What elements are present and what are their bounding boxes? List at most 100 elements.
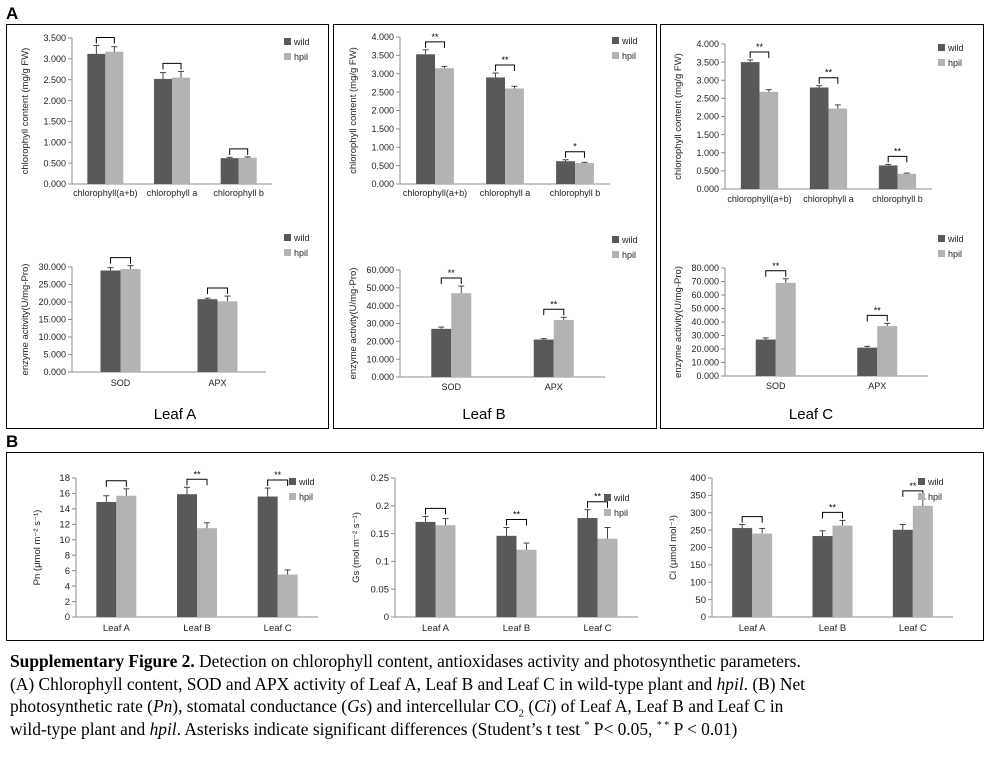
y-tick-label: 20.000 bbox=[366, 337, 394, 347]
significance-bracket bbox=[587, 501, 608, 508]
legend-swatch-hpil bbox=[938, 250, 945, 257]
bar-hpil bbox=[435, 525, 456, 617]
y-tick-label: 3.500 bbox=[696, 57, 719, 67]
y-tick-label: 50 bbox=[695, 595, 706, 606]
legend-label-hpil: hpil bbox=[928, 492, 942, 502]
x-category-label: Leaf A bbox=[103, 623, 131, 634]
y-tick-label: 60.000 bbox=[691, 290, 719, 300]
significance-bracket bbox=[105, 480, 127, 487]
y-tick-label: 14 bbox=[59, 504, 70, 515]
significance-label: ** bbox=[825, 68, 833, 78]
caption-text: photosynthetic rate ( bbox=[10, 696, 153, 716]
y-tick-label: 40.000 bbox=[691, 317, 719, 327]
y-axis-label: enzyme activity(U/mg-Pro) bbox=[673, 266, 684, 378]
bar-hpil bbox=[197, 528, 217, 617]
bar-wild bbox=[154, 78, 172, 184]
y-tick-label: 1.500 bbox=[43, 117, 66, 127]
y-tick-label: 0.25 bbox=[371, 473, 390, 484]
y-tick-label: 18 bbox=[59, 473, 70, 484]
bar-hpil bbox=[116, 495, 137, 617]
significance-label: ** bbox=[756, 42, 764, 52]
significance-label: ** bbox=[513, 509, 521, 519]
x-category-label: Leaf B bbox=[503, 623, 530, 634]
y-tick-label: 150 bbox=[690, 560, 706, 571]
y-tick-label: 10.000 bbox=[38, 332, 66, 342]
bar-wild bbox=[197, 299, 218, 372]
x-category-label: Leaf A bbox=[422, 623, 450, 634]
caption-text: . (B) Net bbox=[743, 673, 805, 694]
x-category-label: Leaf C bbox=[264, 623, 292, 634]
bar-hpil bbox=[597, 538, 618, 617]
chart-chl-leafB: 0.000 0.500 1.000 1.500 2.000 2.500 3.000 3.500… bbox=[348, 32, 638, 198]
chart-enz-leafA: 0.000 5.000 10.000 15.000 20.000 25.000 30.000… bbox=[20, 233, 310, 388]
bar-hpil bbox=[832, 525, 853, 617]
y-tick-label: 0.000 bbox=[43, 179, 66, 189]
caption-text: ) and intercellular CO bbox=[366, 696, 519, 716]
y-tick-label: 70.000 bbox=[691, 277, 719, 287]
y-tick-label: 2.500 bbox=[696, 94, 719, 104]
y-axis-label: enzyme activity(U/mg-Pro) bbox=[20, 264, 31, 376]
legend-swatch-wild bbox=[289, 478, 296, 485]
y-tick-label: 2 bbox=[65, 597, 70, 608]
significance-bracket bbox=[162, 62, 182, 70]
bar-wild bbox=[809, 87, 829, 189]
significance-label: ** bbox=[193, 469, 201, 479]
bar-hpil bbox=[828, 108, 848, 189]
significance-bracket bbox=[765, 270, 787, 277]
bar-wild bbox=[878, 165, 898, 189]
x-category-label: APX bbox=[868, 381, 886, 391]
caption-subscript: 2 bbox=[518, 707, 525, 720]
bar-wild bbox=[87, 53, 106, 185]
significance-label: ** bbox=[431, 32, 439, 42]
caption-line-3: photosynthetic rate (Pn), stomatal condu… bbox=[10, 695, 990, 720]
y-axis-label: chlorophyll content (mg/g FW) bbox=[673, 53, 684, 180]
legend-swatch-hpil bbox=[918, 493, 925, 500]
bar-hpil bbox=[897, 173, 917, 189]
legend-swatch-hpil bbox=[284, 249, 291, 256]
x-category-label: chlorophyll(a+b) bbox=[73, 188, 137, 198]
caption-superscript: * bbox=[584, 719, 590, 731]
x-category-label: chlorophyll b bbox=[213, 188, 264, 198]
bar-wild bbox=[486, 77, 505, 184]
x-category-label: SOD bbox=[766, 381, 786, 391]
y-tick-label: 0.500 bbox=[371, 161, 394, 171]
x-category-label: Leaf B bbox=[183, 623, 210, 634]
caption-superscript: * * bbox=[656, 719, 670, 731]
legend-label-wild: wild bbox=[927, 477, 944, 487]
x-category-label: Leaf A bbox=[739, 623, 767, 634]
figure-caption: Supplementary Figure 2. Detection on chl… bbox=[10, 650, 990, 740]
significance-label: ** bbox=[874, 305, 882, 315]
y-tick-label: 3.500 bbox=[43, 33, 66, 43]
y-tick-label: 0.15 bbox=[371, 529, 390, 540]
legend-label-wild: wild bbox=[298, 477, 315, 487]
bar-wild bbox=[416, 54, 435, 185]
legend-swatch-wild bbox=[612, 236, 619, 243]
x-category-label: SOD bbox=[441, 382, 461, 392]
bar-hpil bbox=[575, 163, 594, 184]
y-tick-label: 16 bbox=[59, 489, 70, 500]
legend-swatch-wild bbox=[284, 234, 291, 241]
significance-bracket bbox=[110, 257, 131, 264]
bar-wild bbox=[220, 158, 239, 184]
significance-bracket bbox=[425, 507, 446, 515]
caption-line-1: Supplementary Figure 2. Detection on chl… bbox=[10, 650, 990, 673]
x-category-label: chlorophyll b bbox=[550, 188, 601, 198]
legend-label-hpil: hpil bbox=[622, 51, 636, 61]
y-tick-label: 20.000 bbox=[691, 344, 719, 354]
significance-bracket bbox=[866, 314, 888, 322]
significance-bracket bbox=[543, 308, 565, 316]
significance-label: ** bbox=[909, 481, 917, 491]
bar-hpil bbox=[912, 505, 933, 617]
y-tick-label: 12 bbox=[59, 520, 70, 531]
y-tick-label: 0.500 bbox=[696, 166, 719, 176]
caption-text: ), stomatal conductance ( bbox=[172, 696, 348, 716]
y-tick-label: 2.500 bbox=[43, 75, 66, 85]
legend-swatch-wild bbox=[918, 478, 925, 485]
y-tick-label: 4.000 bbox=[696, 39, 719, 49]
legend-label-wild: wild bbox=[293, 233, 310, 243]
y-tick-label: 50.000 bbox=[366, 283, 394, 293]
y-tick-label: 15.000 bbox=[38, 315, 66, 325]
y-tick-label: 0.000 bbox=[371, 372, 394, 382]
legend-label-hpil: hpil bbox=[299, 492, 313, 502]
bar-wild bbox=[496, 535, 517, 617]
